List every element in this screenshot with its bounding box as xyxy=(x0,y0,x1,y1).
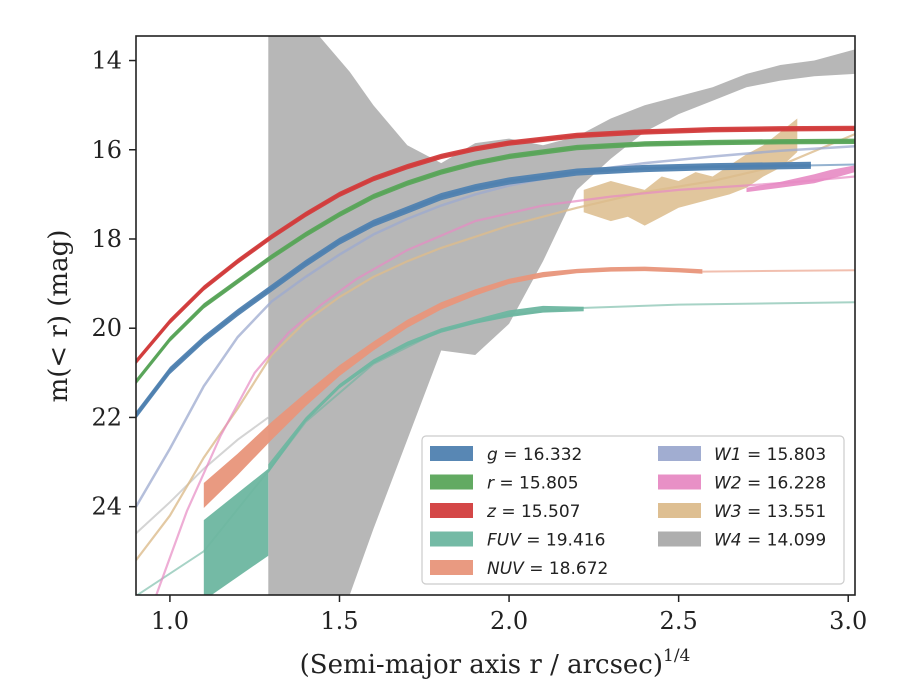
plot-frame xyxy=(135,35,856,596)
w4-band xyxy=(268,36,855,595)
legend-swatch-z xyxy=(430,503,473,518)
nuv-extrapolated-line xyxy=(702,269,855,273)
legend-label-r: r = 15.805 xyxy=(487,474,579,494)
x-tick-label: 2.5 xyxy=(660,607,698,635)
legend-swatch-nuv xyxy=(430,560,473,575)
g-band xyxy=(136,161,811,419)
legend-swatch-g xyxy=(430,446,473,461)
w4-extrapolated-line xyxy=(136,416,269,535)
g-line xyxy=(136,164,811,416)
legend-swatch-w2 xyxy=(658,474,701,490)
legend-frame xyxy=(421,435,845,585)
legend-swatch-w3 xyxy=(658,503,701,518)
z-line xyxy=(136,127,855,363)
legend-swatch-w4 xyxy=(658,531,701,547)
w2-line xyxy=(155,175,855,595)
y-tick-label: 22 xyxy=(91,403,122,431)
w3-band xyxy=(583,118,798,226)
legend-label-nuv: NUV = 18.672 xyxy=(487,559,608,579)
r-line xyxy=(136,140,855,383)
fuv-inner-band xyxy=(203,468,269,595)
legend: g = 16.332 r = 15.805 z = 15.507 FUV = 19.4… xyxy=(421,435,845,585)
x-tick-label: 3.0 xyxy=(829,607,867,635)
legend-label-g: g = 16.332 xyxy=(487,445,582,465)
legend-swatch-w1 xyxy=(658,446,701,461)
legend-label-w2: W2 = 16.228 xyxy=(714,474,826,494)
y-axis-title: m(< r) (mag) xyxy=(44,230,74,403)
legend-label-w3: W3 = 13.551 xyxy=(714,502,826,522)
x-axis: 1.0 1.5 2.0 2.5 3.0 xyxy=(151,595,867,635)
y-tick-label: 24 xyxy=(91,493,122,521)
y-tick-label: 14 xyxy=(91,47,122,75)
w2-band xyxy=(746,165,855,193)
y-axis: 14 16 18 20 22 24 xyxy=(91,47,136,521)
x-axis-title: (Semi-major axis r / arcsec)1/4 xyxy=(300,646,691,680)
plot-area xyxy=(136,36,855,595)
legend-swatch-r xyxy=(430,474,473,490)
w1-line xyxy=(136,144,855,508)
legend-label-w1: W1 = 15.803 xyxy=(714,445,826,465)
x-tick-label: 1.0 xyxy=(151,607,189,635)
legend-label-z: z = 15.507 xyxy=(486,502,580,522)
y-tick-label: 20 xyxy=(91,314,122,342)
x-tick-label: 1.5 xyxy=(320,607,358,635)
g-extrapolated-line xyxy=(810,163,855,167)
legend-swatch-fuv xyxy=(430,531,473,547)
legend-label-fuv: FUV = 19.416 xyxy=(487,531,605,551)
y-tick-label: 16 xyxy=(91,136,122,164)
legend-label-w4: W4 = 14.099 xyxy=(714,531,826,551)
y-tick-label: 18 xyxy=(91,225,122,253)
x-tick-label: 2.0 xyxy=(490,607,528,635)
